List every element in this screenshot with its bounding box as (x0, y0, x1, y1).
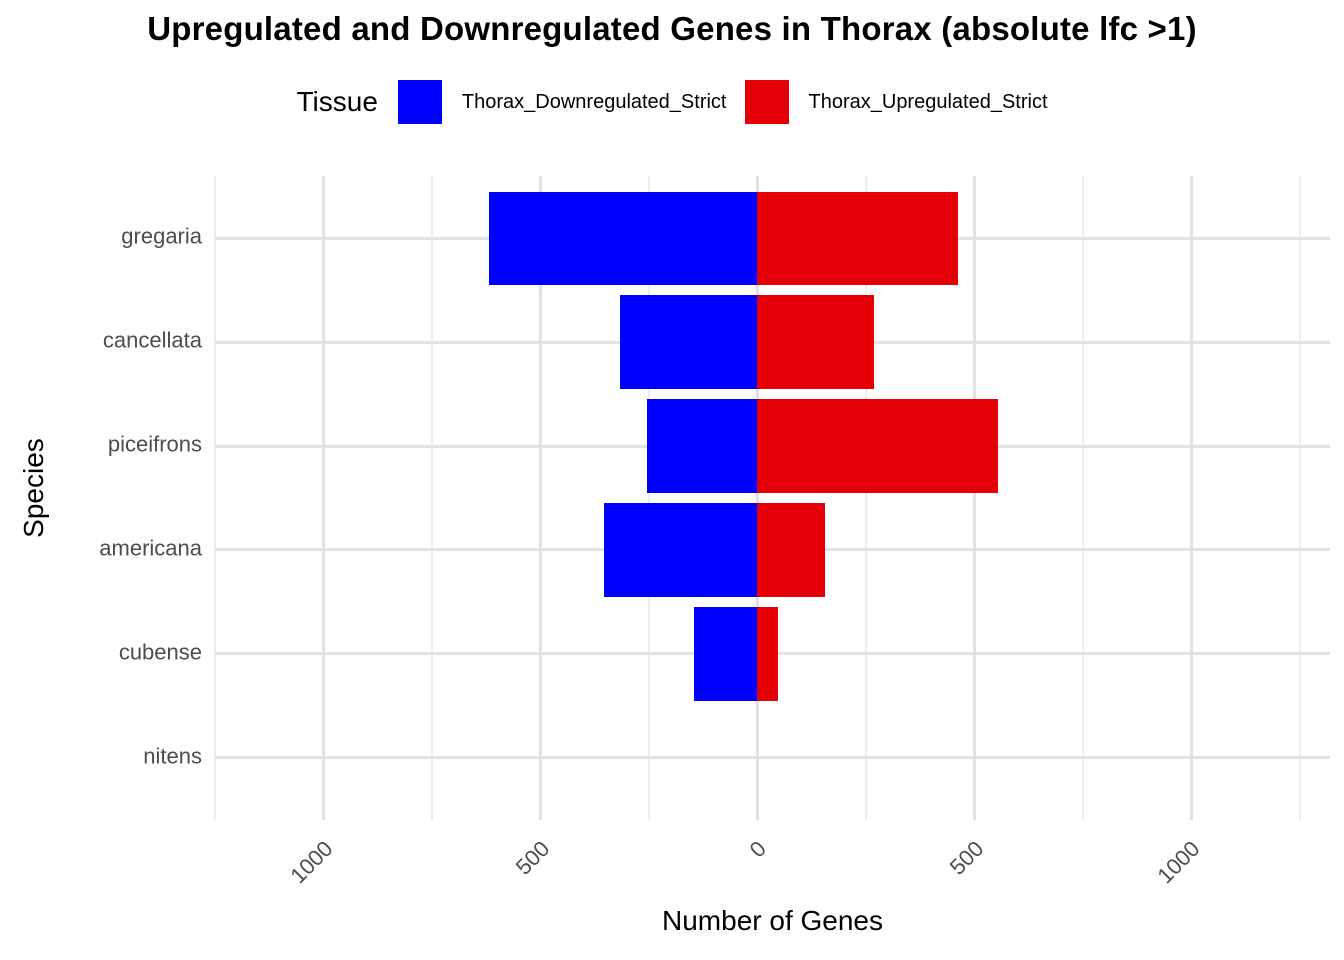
legend-swatch-left (397, 80, 442, 124)
legend-item: Thorax_Upregulated_Strict (744, 80, 1048, 124)
bar-gregaria-left (489, 191, 758, 286)
y-tick-label-nitens: nitens (143, 743, 202, 769)
bar-piceifrons-left (647, 399, 758, 493)
bar-cancellata-left (619, 295, 758, 389)
gridline-major (972, 176, 976, 820)
bar-americana-right (757, 503, 826, 597)
gridline-major (755, 176, 759, 820)
bar-gregaria-right (757, 191, 959, 286)
gridline-minor (430, 176, 433, 820)
gridline-row (215, 756, 1330, 760)
gridline-minor (214, 176, 216, 820)
x-axis-title: Number of Genes (662, 905, 883, 936)
gridline-major (321, 176, 325, 820)
legend-item: Thorax_Downregulated_Strict (397, 80, 727, 124)
legend-swatch-right (744, 80, 789, 124)
legend-title: Tissue (296, 86, 378, 117)
y-tick-label-gregaria: gregaria (121, 224, 202, 250)
gridline-minor (1081, 176, 1084, 820)
gridline-major (1189, 176, 1193, 820)
chart-title: Upregulated and Downregulated Genes in T… (147, 10, 1197, 47)
bar-piceifrons-right (757, 399, 999, 493)
bar-cubense-left (693, 607, 758, 701)
gridline-minor (1298, 176, 1301, 820)
gridline-minor (647, 176, 650, 820)
bar-americana-left (604, 503, 758, 597)
legend-item-label: Thorax_Downregulated_Strict (461, 90, 727, 113)
legend: Tissue Thorax_Downregulated_Strict Thorax… (0, 76, 1344, 128)
bar-cancellata-right (757, 295, 875, 389)
bar-cubense-right (757, 607, 778, 701)
y-axis-title: Species (18, 438, 49, 538)
gridline-minor (864, 176, 867, 820)
gridline-major (538, 176, 542, 820)
y-tick-label-cancellata: cancellata (102, 327, 202, 353)
y-tick-label-piceifrons: piceifrons (107, 431, 202, 457)
legend-item-label: Thorax_Upregulated_Strict (808, 90, 1048, 113)
y-tick-label-americana: americana (99, 535, 202, 561)
y-tick-label-cubense: cubense (118, 639, 202, 665)
